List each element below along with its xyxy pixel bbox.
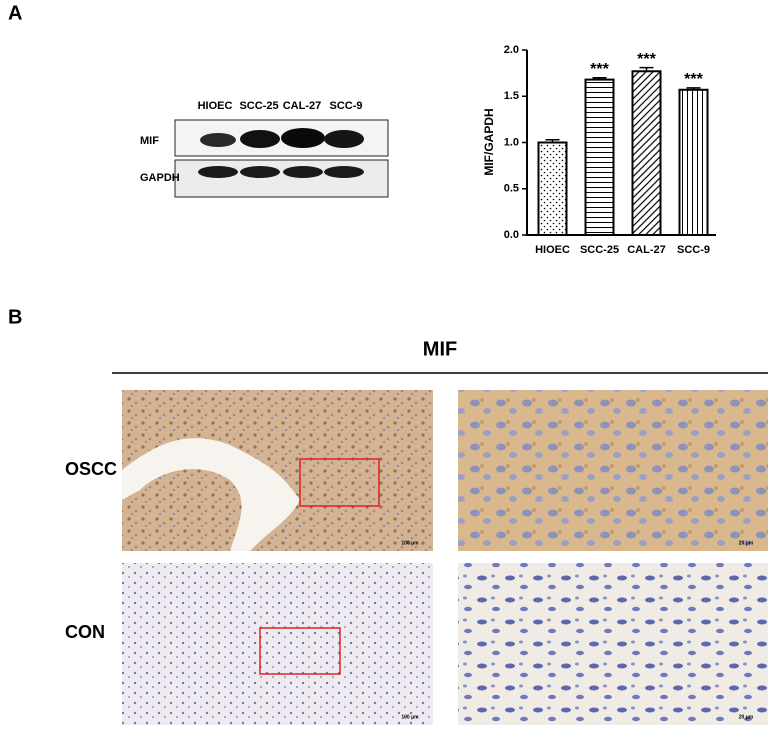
bar [537, 141, 568, 236]
scale-bar-label: 100 μm [401, 540, 419, 546]
error-bar [686, 87, 701, 90]
x-tick-label: HIOEC [535, 244, 570, 256]
error-bar [592, 77, 607, 80]
significance: *** [684, 71, 703, 88]
bar-chart: MIF/GAPDH 0.0 0.5 1.0 1.5 2.0 HIOEC SCC-25 *** C… [482, 44, 716, 256]
scale-bar-label: 20 μm [739, 714, 754, 720]
significance: *** [637, 51, 656, 68]
significance: *** [590, 61, 609, 78]
stain-title: MIF [423, 338, 457, 360]
tissue-image [458, 390, 768, 551]
blot-band [324, 130, 364, 148]
lane-label: HIOEC [198, 100, 233, 112]
blot-band [324, 166, 364, 178]
x-tick-label: SCC-25 [580, 244, 619, 256]
blot-band [281, 128, 325, 148]
bar [584, 78, 615, 236]
row-label: OSCC [65, 459, 117, 479]
lane-label: SCC-9 [329, 100, 362, 112]
y-tick-label: 1.0 [504, 136, 519, 148]
blot-band [200, 133, 236, 147]
y-tick-label: 0.0 [504, 229, 519, 241]
x-tick-label: SCC-9 [677, 244, 710, 256]
lane-label: SCC-25 [239, 100, 278, 112]
blot-band [283, 166, 323, 178]
zoom-box [259, 627, 341, 675]
tissue-gap [122, 438, 300, 551]
tissue-image [458, 563, 768, 725]
bar [678, 88, 709, 237]
scale-bar-label: 20 μm [739, 540, 754, 546]
error-bar [639, 66, 654, 72]
y-axis-label: MIF/GAPDH [482, 108, 496, 175]
blot-band [240, 130, 280, 148]
panel-label: B [8, 306, 22, 328]
blot-band [240, 166, 280, 178]
scale-bar-label: 100 μm [401, 714, 419, 720]
tissue-image [122, 563, 433, 725]
blot-band [198, 166, 238, 178]
panel-label: A [8, 2, 22, 24]
bar [631, 70, 662, 237]
histology-images: 100 μm 20 μm 100 μm 20 μm [122, 390, 768, 725]
y-tick-label: 1.5 [504, 90, 519, 102]
row-label: GAPDH [140, 172, 180, 184]
lane-label: CAL-27 [283, 100, 322, 112]
western-blot: HIOEC SCC-25 CAL-27 SCC-9 MIF GAPDH [140, 100, 389, 198]
error-bar [545, 138, 560, 143]
row-label: MIF [140, 135, 159, 147]
y-tick-label: 2.0 [504, 44, 519, 56]
x-tick-label: CAL-27 [627, 244, 666, 256]
blot-strip [174, 159, 389, 198]
row-label: CON [65, 622, 105, 642]
zoom-box [299, 458, 380, 507]
y-tick-label: 0.5 [504, 183, 519, 195]
